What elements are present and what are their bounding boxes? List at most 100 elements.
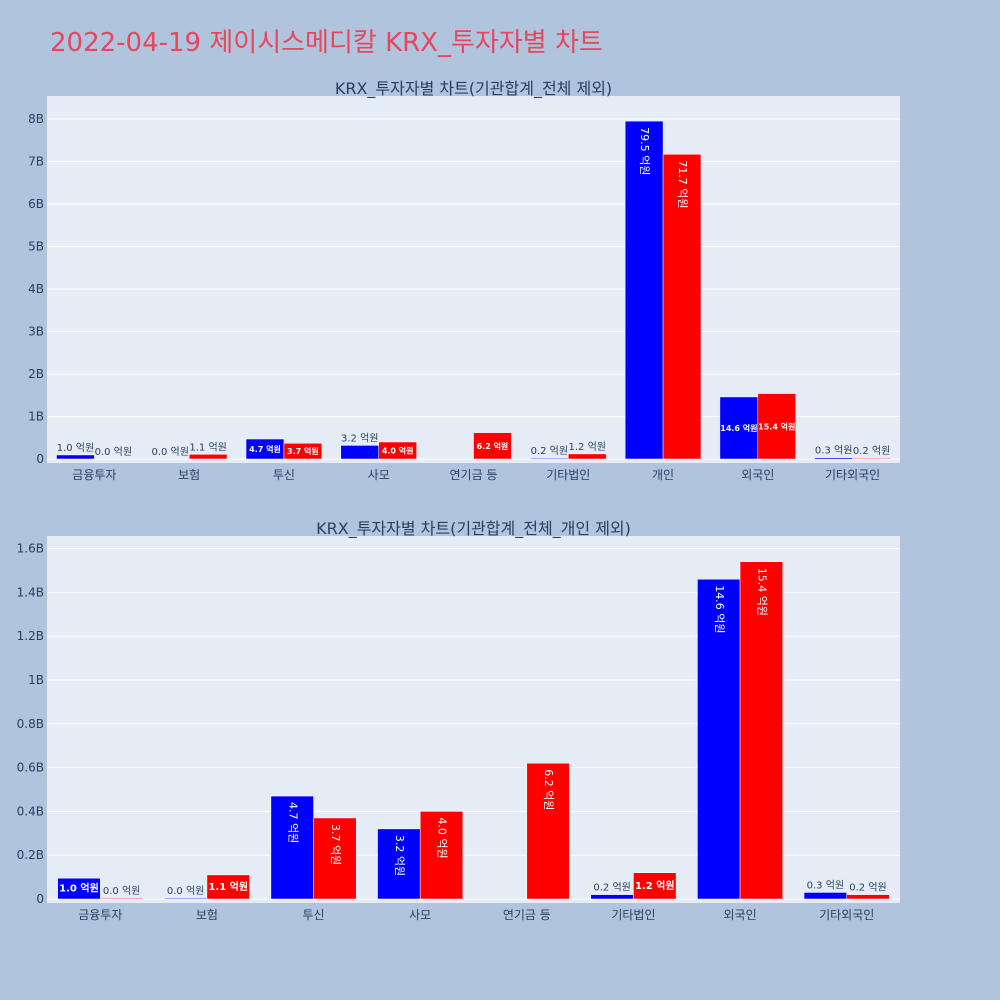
data-label: 0.0 억원	[95, 446, 132, 458]
data-label: 14.6 억원	[713, 585, 726, 633]
y-tick-label: 0.6B	[17, 761, 44, 775]
bar-sell	[846, 894, 890, 900]
y-tick-label: 1B	[28, 673, 44, 687]
data-label: 3.7 억원	[329, 824, 342, 865]
data-label: 0.0 억원	[103, 885, 140, 897]
bar-sell	[568, 453, 607, 460]
bar-buy	[340, 445, 379, 460]
data-label: 15.4 억원	[755, 568, 768, 616]
data-label: 14.6 억원	[720, 423, 757, 433]
data-label: 0.2 억원	[849, 882, 886, 894]
x-tick-label: 개인	[652, 468, 674, 482]
data-label: 0.2 억원	[853, 445, 890, 457]
data-label: 1.2 억원	[568, 441, 605, 453]
y-tick-label: 1.4B	[17, 585, 44, 599]
bar-sell	[739, 561, 783, 900]
y-tick-label: 3B	[28, 325, 44, 339]
bar-buy	[164, 897, 208, 900]
data-label: 4.0 억원	[382, 446, 414, 456]
data-label: 1.1 억원	[208, 880, 248, 893]
bar-buy	[377, 828, 421, 900]
y-tick-label: 8B	[28, 112, 44, 126]
bar-sell	[378, 441, 417, 460]
page-title: 2022-04-19 제이시스메디칼 KRX_투자자별 차트	[50, 28, 603, 58]
bar-sell	[206, 874, 250, 900]
data-label: 0.2 억원	[593, 882, 630, 894]
x-tick-label: 보험	[178, 468, 200, 482]
x-tick-label: 외국인	[724, 908, 757, 922]
y-tick-label: 5B	[28, 240, 44, 254]
y-tick-label: 1.2B	[17, 629, 44, 643]
bar-sell	[419, 811, 464, 900]
data-label: 1.0 억원	[57, 442, 94, 454]
data-label: 3.7 억원	[287, 446, 319, 456]
bar-buy	[697, 578, 741, 900]
y-tick-label: 2B	[28, 367, 44, 381]
x-tick-label: 투신	[273, 468, 295, 482]
x-tick-label: 보험	[196, 908, 218, 922]
bar-sell	[283, 443, 323, 460]
bar-sell	[526, 762, 570, 900]
x-tick-label: 사모	[368, 468, 390, 482]
bar-buy	[719, 396, 759, 460]
bar-buy	[590, 894, 634, 900]
chart-institution-individual-excluded: KRX_투자자별 차트(기관합계_전체_개인 제외) 0 0.2B 0.4B 0.6B 0…	[17, 519, 900, 922]
x-tick-label: 투신	[303, 908, 325, 922]
data-label: 4.0 억원	[436, 817, 449, 858]
y-tick-label: 1.6B	[17, 542, 44, 556]
bar-sell	[633, 872, 677, 900]
data-label: 1.2 억원	[635, 879, 675, 892]
data-label: 4.7 억원	[249, 444, 281, 454]
x-tick-label: 금융투자	[78, 908, 122, 922]
x-tick-label: 연기금 등	[503, 908, 551, 922]
x-tick-label: 기타법인	[546, 468, 590, 482]
x-tick-label: 사모	[409, 908, 431, 922]
data-label: 0.3 억원	[815, 445, 852, 457]
x-tick-label: 기타외국인	[825, 468, 880, 482]
bar-buy	[803, 892, 847, 900]
data-label: 6.2 억원	[542, 769, 555, 810]
y-tick-label: 4B	[28, 282, 44, 296]
bar-buy	[270, 795, 314, 900]
y-tick-label: 0.8B	[17, 717, 44, 731]
y-tick-label: 0.2B	[17, 848, 44, 862]
y-tick-label: 0.4B	[17, 804, 44, 818]
data-label: 0.0 억원	[151, 446, 188, 458]
data-label: 4.7 억원	[286, 802, 299, 843]
data-label: 6.2 억원	[477, 441, 509, 451]
bar-sell	[100, 897, 144, 900]
data-label: 0.0 억원	[167, 885, 204, 897]
data-label: 1.0 억원	[59, 882, 99, 895]
bar-buy	[57, 877, 101, 900]
bar-sell	[852, 457, 891, 460]
data-label: 0.2 억원	[531, 445, 568, 457]
chart-title: KRX_투자자별 차트(기관합계_전체_개인 제외)	[316, 519, 631, 539]
data-label: 79.5 억원	[638, 127, 651, 175]
data-label: 71.7 억원	[676, 160, 689, 208]
bar-sell	[313, 817, 357, 900]
data-label: 3.2 억원	[393, 835, 406, 876]
bar-sell	[757, 393, 796, 460]
x-tick-label: 연기금 등	[450, 468, 498, 482]
bar-buy	[56, 454, 95, 460]
y-tick-label: 1B	[28, 410, 44, 424]
bar-sell	[473, 432, 512, 460]
data-label: 3.2 억원	[341, 432, 378, 444]
x-tick-label: 금융투자	[72, 468, 116, 482]
bar-sell	[188, 454, 228, 460]
bar-buy	[814, 457, 853, 460]
chart-institution-excluded: KRX_투자자별 차트(기관합계_전체 제외) 0 1B 2B 3B 4B 5B 6B 7B 8B…	[28, 79, 900, 482]
data-label: 0.3 억원	[807, 879, 844, 891]
y-tick-label: 7B	[28, 155, 44, 169]
x-tick-label: 기타외국인	[819, 908, 874, 922]
y-tick-label: 0	[36, 452, 44, 466]
data-label: 15.4 억원	[758, 421, 795, 431]
x-tick-label: 외국인	[741, 468, 774, 482]
bar-sell	[662, 154, 702, 460]
y-tick-label: 6B	[28, 197, 44, 211]
chart-title: KRX_투자자별 차트(기관합계_전체 제외)	[335, 79, 612, 99]
bar-buy	[530, 457, 569, 460]
data-label: 1.1 억원	[189, 441, 226, 453]
y-tick-label: 0	[36, 892, 44, 906]
x-tick-label: 기타법인	[611, 908, 655, 922]
